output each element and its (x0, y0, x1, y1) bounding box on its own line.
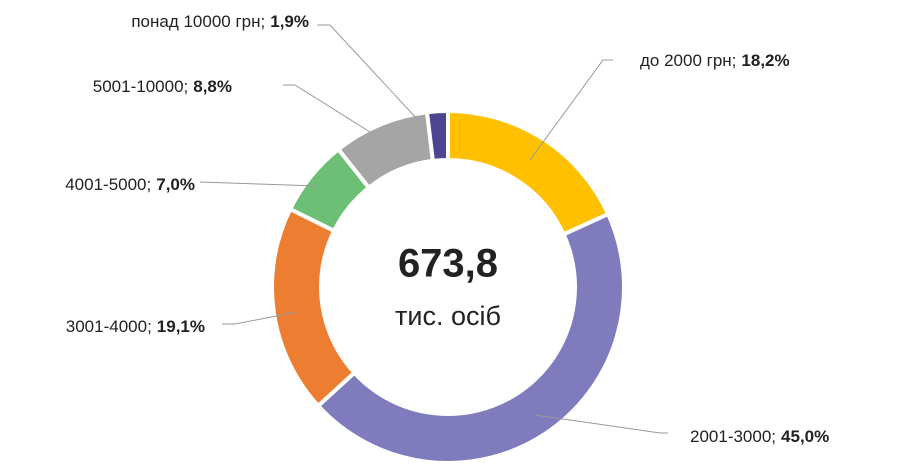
category-label: 3001-4000; (66, 317, 152, 336)
category-label: понад 10000 грн; (131, 12, 265, 31)
leader-line (222, 311, 298, 325)
leader-line (534, 414, 668, 434)
donut-segment (270, 206, 358, 409)
value-label: 18,2% (741, 51, 789, 70)
category-label: 4001-5000; (65, 175, 151, 194)
data-label: 4001-5000; 7,0% (65, 175, 195, 194)
category-label: 5001-10000; (93, 77, 188, 96)
donut-segment (446, 108, 611, 238)
value-label: 1,9% (270, 12, 309, 31)
leader-line (199, 181, 319, 187)
data-label: до 2000 грн; 18,2% (640, 51, 790, 70)
category-label: 2001-3000; (690, 427, 776, 446)
leader-line (529, 59, 613, 161)
value-label: 7,0% (156, 175, 195, 194)
donut-segment (424, 108, 450, 164)
data-label: 3001-4000; 19,1% (66, 317, 205, 336)
category-label: до 2000 грн; (640, 51, 736, 70)
center-value: 673,8 (398, 242, 498, 286)
leader-line (317, 24, 419, 121)
data-label: 2001-3000; 45,0% (690, 427, 829, 446)
value-label: 45,0% (781, 427, 829, 446)
donut-segment (315, 211, 626, 464)
value-label: 8,8% (193, 77, 232, 96)
leader-line (283, 84, 371, 133)
value-label: 19,1% (157, 317, 205, 336)
data-label: понад 10000 грн; 1,9% (131, 12, 309, 31)
data-label: 5001-10000; 8,8% (93, 77, 232, 96)
center-unit: тис. осіб (395, 301, 501, 331)
